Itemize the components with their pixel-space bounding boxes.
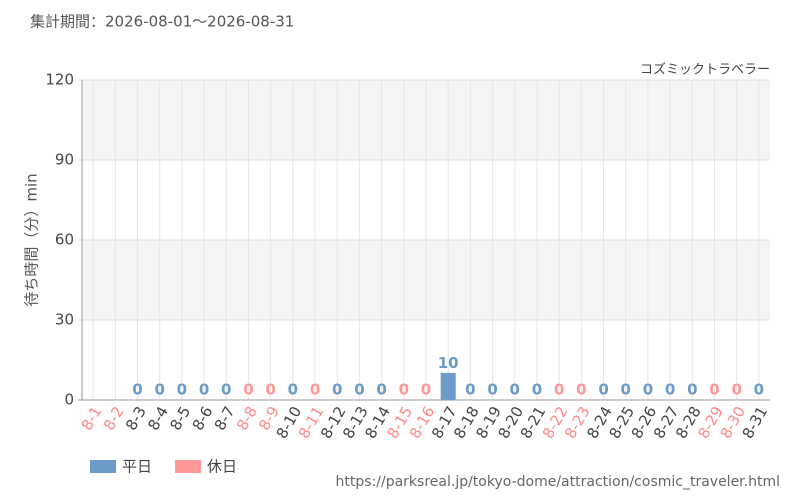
y-tick-label: 90 <box>55 151 74 169</box>
data-label: 0 <box>487 381 497 399</box>
data-label: 0 <box>132 381 142 399</box>
legend-swatch <box>90 460 116 473</box>
data-label: 0 <box>465 381 475 399</box>
data-label: 0 <box>177 381 187 399</box>
data-label: 0 <box>376 381 386 399</box>
data-label: 10 <box>438 354 459 372</box>
data-label: 0 <box>643 381 653 399</box>
data-label: 0 <box>265 381 275 399</box>
data-label: 0 <box>332 381 342 399</box>
chart-subtitle: コズミックトラベラー <box>640 62 770 78</box>
x-tick-label: 8-3 <box>122 403 150 433</box>
data-label: 0 <box>598 381 608 399</box>
data-label: 0 <box>665 381 675 399</box>
data-label: 0 <box>621 381 631 399</box>
data-label: 0 <box>731 381 741 399</box>
data-label: 0 <box>199 381 209 399</box>
data-label: 0 <box>687 381 697 399</box>
source-url: https://parksreal.jp/tokyo-dome/attracti… <box>336 474 780 490</box>
data-label: 0 <box>288 381 298 399</box>
data-label: 0 <box>554 381 564 399</box>
x-tick-label: 8-4 <box>144 403 172 433</box>
data-label: 0 <box>399 381 409 399</box>
bar <box>440 372 456 401</box>
legend-swatch <box>175 460 201 473</box>
data-label: 0 <box>421 381 431 399</box>
x-tick-label: 8-1 <box>78 403 106 433</box>
legend-label: 休日 <box>207 458 237 476</box>
data-label: 0 <box>709 381 719 399</box>
y-tick-label: 30 <box>55 311 74 329</box>
data-label: 0 <box>221 381 231 399</box>
x-tick-label: 8-5 <box>166 403 194 433</box>
data-label: 0 <box>510 381 520 399</box>
data-label: 0 <box>576 381 586 399</box>
legend-label: 平日 <box>122 458 152 476</box>
y-tick-label: 120 <box>45 71 74 89</box>
data-label: 0 <box>754 381 764 399</box>
x-tick-label: 8-8 <box>233 403 261 433</box>
data-label: 0 <box>154 381 164 399</box>
y-axis-label: 待ち時間（分）min <box>23 173 41 306</box>
x-tick-label: 8-7 <box>211 403 239 433</box>
data-label: 0 <box>354 381 364 399</box>
data-label: 0 <box>532 381 542 399</box>
data-label: 0 <box>310 381 320 399</box>
y-tick-label: 0 <box>64 391 74 409</box>
y-tick-label: 60 <box>55 231 74 249</box>
data-label: 0 <box>243 381 253 399</box>
x-tick-label: 8-6 <box>189 403 217 433</box>
chart-title: 集計期間：2026-08-01～2026-08-31 <box>30 13 294 31</box>
x-tick-label: 8-2 <box>100 403 128 433</box>
x-tick-label: 8-31 <box>739 403 772 441</box>
